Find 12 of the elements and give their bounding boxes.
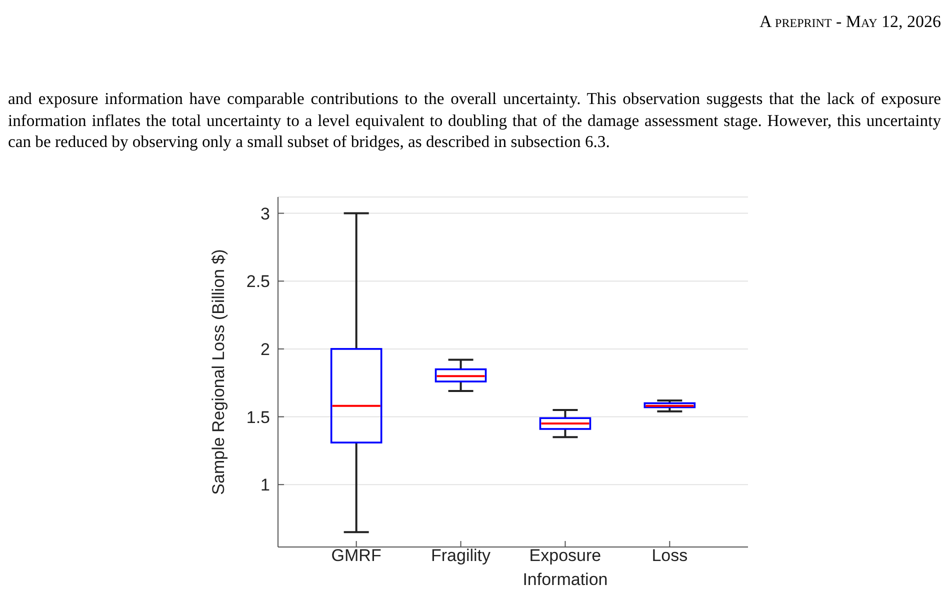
y-tick-label: 3: [260, 204, 270, 224]
x-tick-label: Fragility: [431, 546, 492, 565]
x-tick-label: Exposure Information: [522, 546, 608, 589]
x-tick-label: Loss: [652, 546, 688, 565]
y-tick-label: 1: [260, 476, 270, 495]
text: and exposure information have comparable contributions to the overall uncertainty. This observation suggests that the lack of exposure information inflates the total uncertainty to a level equivalent to doubling that of the damage assessment stage. However, this uncertainty can be reduced by observing only a small subset of bridges, as described in subsection 6.3.: [8, 88, 941, 152]
text: A preprint - May 12, 2026: [759, 12, 941, 32]
y-tick-label: 1.5: [246, 408, 270, 427]
x-tick-label: GMRF: [331, 546, 382, 565]
y-tick-label: 2: [260, 340, 270, 359]
y-axis-title: Sample Regional Loss (Billion $): [209, 249, 228, 495]
y-tick-label: 2.5: [246, 272, 270, 292]
